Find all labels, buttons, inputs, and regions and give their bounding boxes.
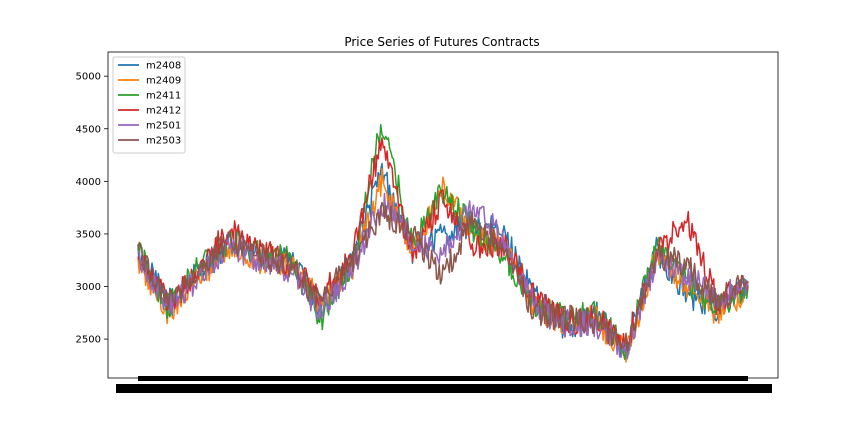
legend-label-m2411: m2411	[146, 91, 181, 102]
y-tick-label: 3000	[76, 282, 101, 293]
y-tick-label: 2500	[76, 335, 101, 346]
x-tick-label-band	[116, 376, 772, 393]
y-tick-label: 5000	[76, 72, 101, 83]
legend-label-m2409: m2409	[146, 76, 181, 87]
legend-label-m2501: m2501	[146, 121, 181, 132]
series-line-m2503	[137, 201, 749, 352]
plot-background	[108, 52, 778, 378]
legend-label-m2412: m2412	[146, 106, 181, 117]
x-tick-label-band	[116, 384, 772, 393]
y-tick-label: 4000	[76, 177, 101, 188]
plot-area	[107, 51, 779, 393]
plot-frame	[107, 51, 779, 379]
legend-label-m2408: m2408	[146, 61, 181, 72]
chart-title: Price Series of Futures Contracts	[344, 35, 539, 49]
legend: m2408 m2409 m2411 m2412 m2501 m2503	[112, 56, 186, 154]
y-tick-label: 4500	[76, 124, 101, 135]
y-tick-label: 3500	[76, 229, 101, 240]
legend-label-m2503: m2503	[146, 136, 181, 147]
legend-box	[112, 56, 186, 154]
y-axis: 2500 3000 3500 4000 4500 5000	[76, 72, 108, 346]
series-layer	[137, 123, 749, 363]
x-tick-mark-band	[138, 376, 748, 381]
series-line-m2409	[137, 167, 749, 363]
